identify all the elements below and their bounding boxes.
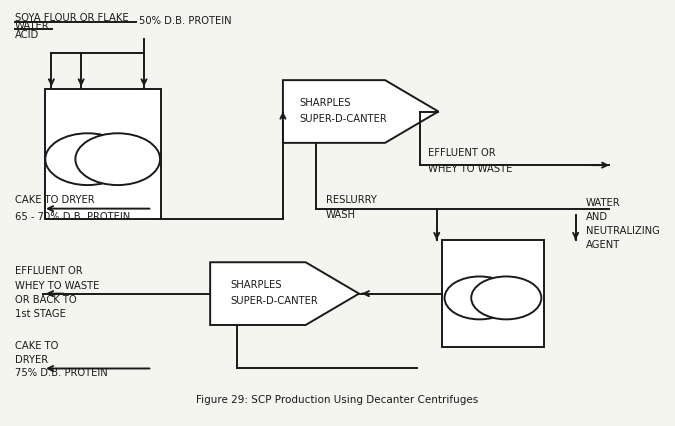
Text: WHEY TO WASTE: WHEY TO WASTE — [15, 281, 99, 291]
Text: DRYER: DRYER — [15, 354, 48, 365]
Text: SUPER-D-CANTER: SUPER-D-CANTER — [300, 114, 387, 124]
Text: AND: AND — [585, 212, 608, 222]
Text: ACID: ACID — [15, 30, 39, 40]
Polygon shape — [283, 80, 438, 143]
Text: SOYA FLOUR OR FLAKE: SOYA FLOUR OR FLAKE — [15, 14, 128, 23]
Text: WHEY TO WASTE: WHEY TO WASTE — [428, 164, 512, 174]
Text: RESLURRY: RESLURRY — [326, 195, 377, 205]
Text: 1st STAGE: 1st STAGE — [15, 309, 65, 319]
Circle shape — [445, 276, 514, 320]
Text: Figure 29: SCP Production Using Decanter Centrifuges: Figure 29: SCP Production Using Decanter… — [196, 395, 479, 405]
Text: CAKE TO DRYER: CAKE TO DRYER — [15, 195, 95, 205]
Text: OR BACK TO: OR BACK TO — [15, 295, 76, 305]
Text: WASH: WASH — [326, 210, 356, 220]
Circle shape — [471, 276, 541, 320]
Text: EFFLUENT OR: EFFLUENT OR — [15, 266, 82, 276]
Text: WATER: WATER — [15, 21, 49, 31]
Text: SHARPLES: SHARPLES — [230, 280, 281, 290]
Text: CAKE TO: CAKE TO — [15, 341, 58, 351]
Text: 65 - 70% D.B. PROTEIN: 65 - 70% D.B. PROTEIN — [15, 212, 130, 222]
Text: SHARPLES: SHARPLES — [300, 98, 351, 108]
Text: NEUTRALIZING: NEUTRALIZING — [585, 226, 659, 236]
Circle shape — [45, 133, 130, 185]
Bar — [45, 89, 161, 219]
Circle shape — [76, 133, 160, 185]
Text: AGENT: AGENT — [585, 240, 620, 250]
Text: 75% D.B. PROTEIN: 75% D.B. PROTEIN — [15, 368, 107, 378]
Text: SUPER-D-CANTER: SUPER-D-CANTER — [230, 296, 318, 306]
Polygon shape — [210, 262, 359, 325]
Bar — [441, 240, 544, 347]
Text: WATER: WATER — [585, 198, 620, 207]
Text: EFFLUENT OR: EFFLUENT OR — [428, 148, 495, 158]
Text: 50% D.B. PROTEIN: 50% D.B. PROTEIN — [139, 16, 232, 26]
